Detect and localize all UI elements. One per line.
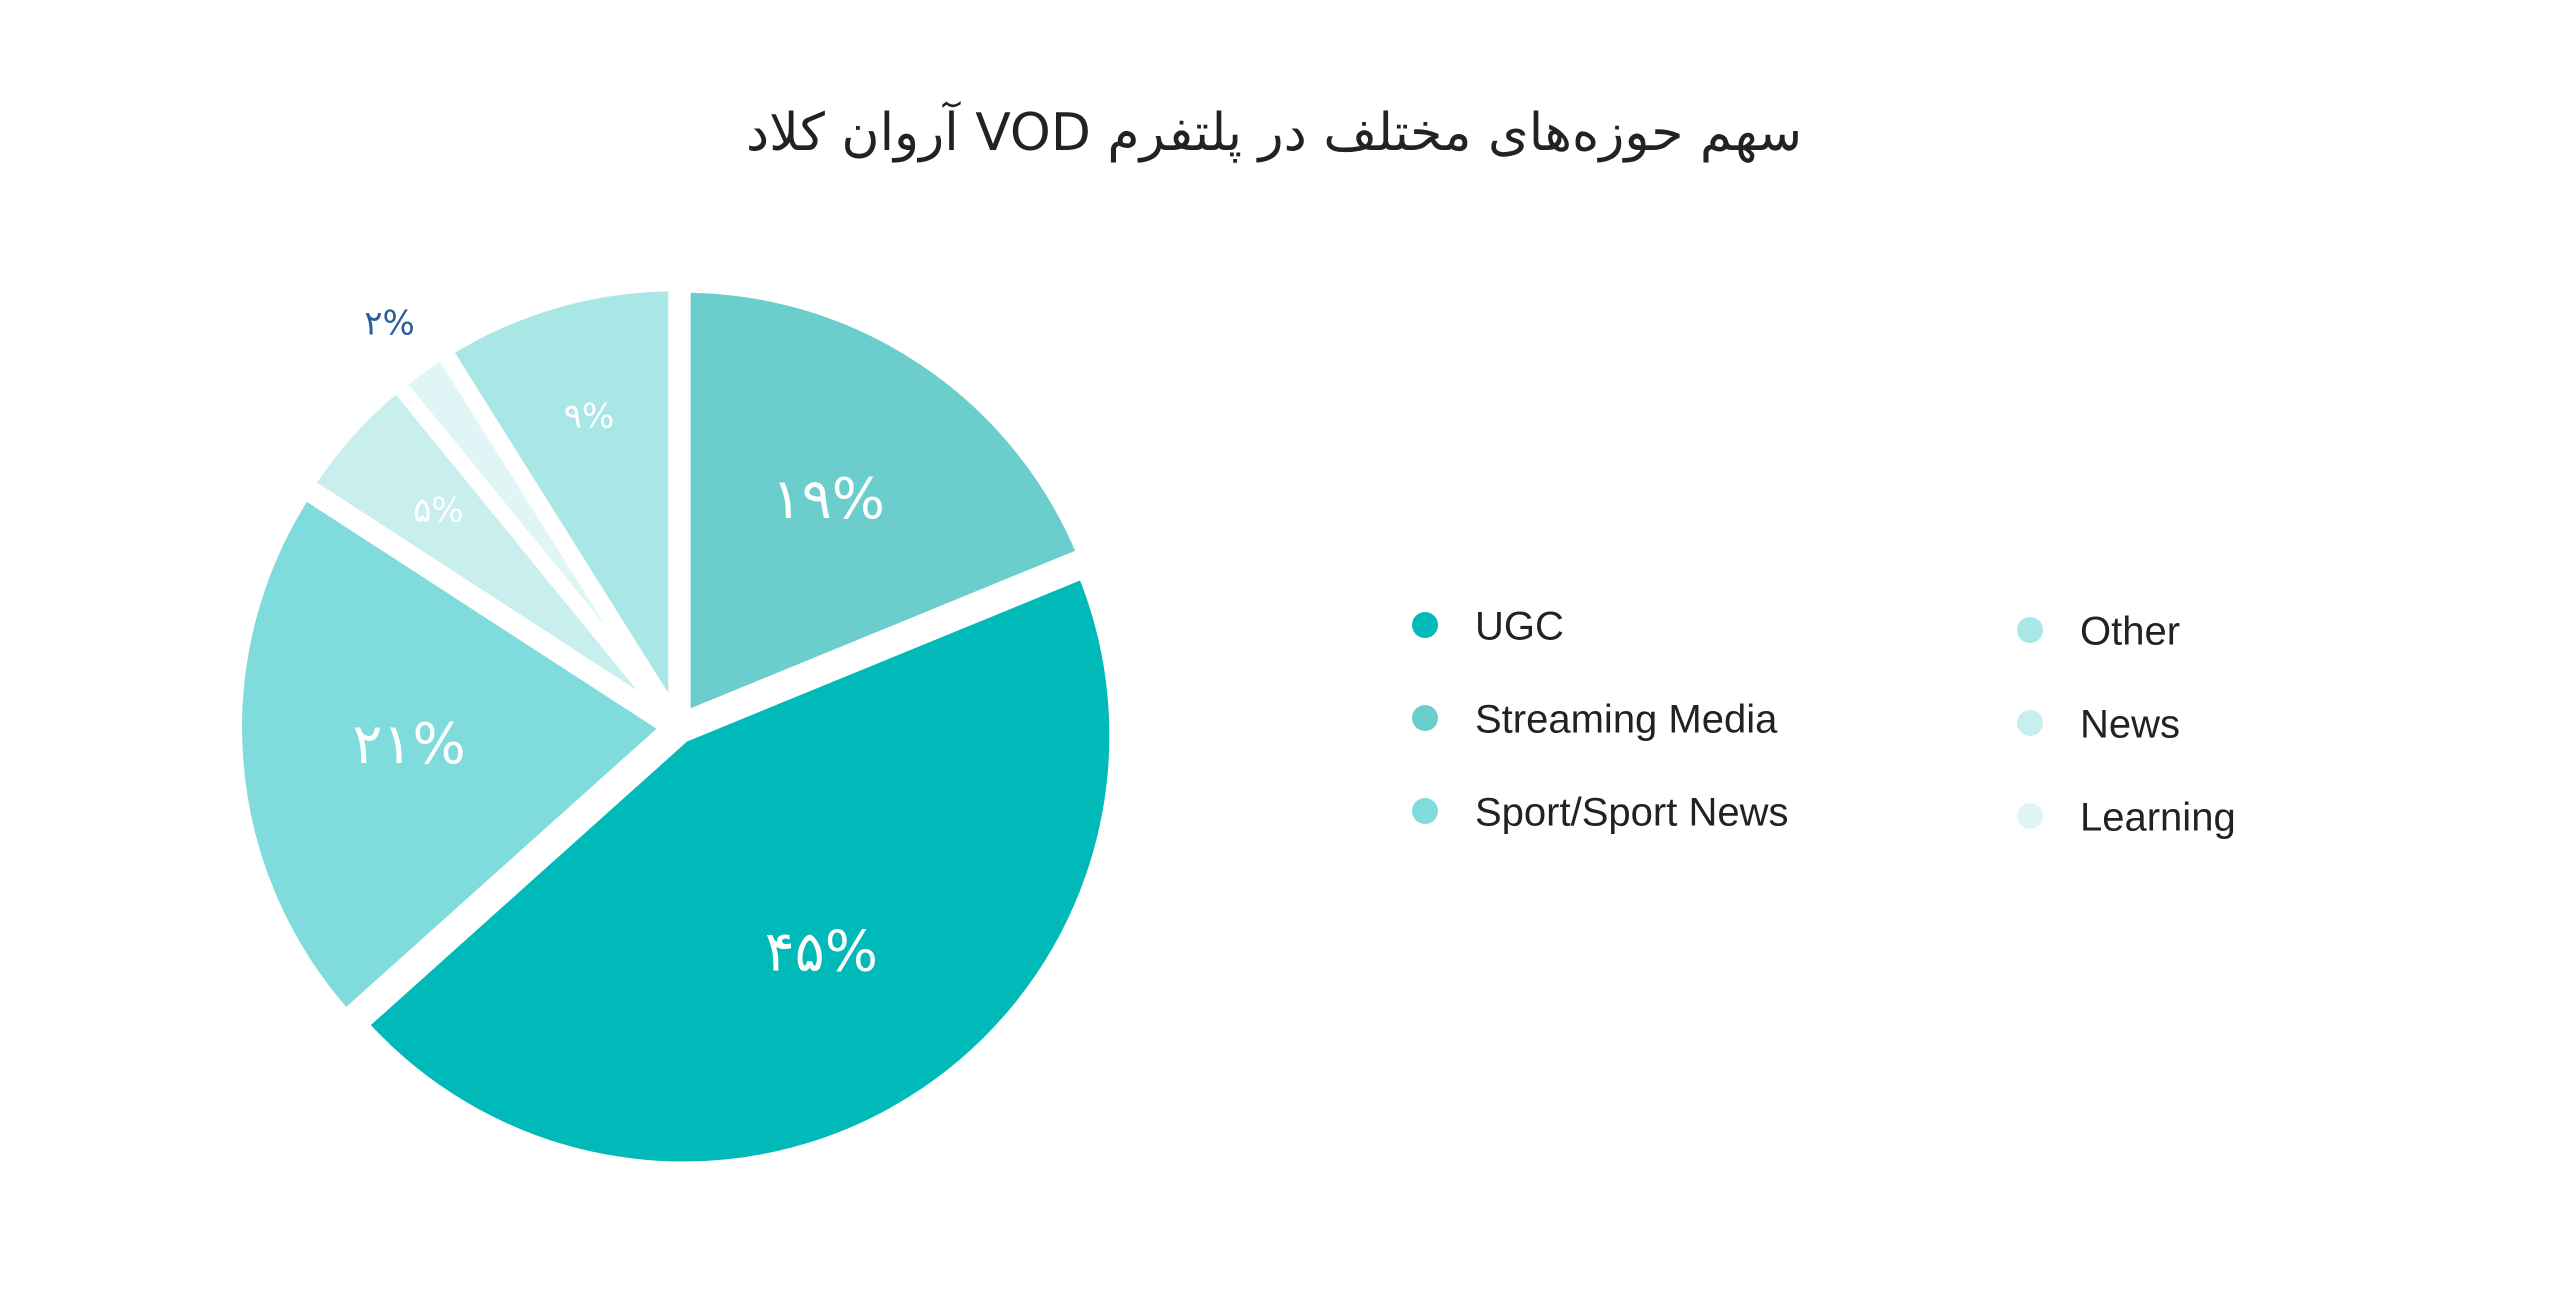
legend-label: UGC <box>1475 605 1564 649</box>
pie-slice <box>438 277 683 725</box>
legend-marker <box>1412 705 1438 731</box>
legend-label: Streaming Media <box>1475 698 1778 742</box>
data-label: ۵% <box>413 491 464 531</box>
legend-label: Learning <box>2080 796 2236 840</box>
legend-label: Other <box>2080 610 2180 654</box>
chart-title: سهم حوزه‌های مختلف در پلتفرم VOD آروان ک… <box>746 100 1802 163</box>
data-label: ۹% <box>564 396 615 436</box>
legend-marker <box>2017 710 2043 736</box>
legend-label: Sport/Sport News <box>1475 791 1788 835</box>
pie-slice <box>676 278 1092 726</box>
legend-marker <box>2017 803 2043 829</box>
legend-marker <box>2017 617 2043 643</box>
pie-slice <box>353 564 1124 1176</box>
pie-slice <box>228 485 676 1024</box>
legend-label: News <box>2080 703 2180 747</box>
data-label: ۲۱% <box>352 712 465 777</box>
legend-marker <box>1412 612 1438 638</box>
data-label: ۴۵% <box>765 920 878 985</box>
data-label: ۲% <box>364 303 415 343</box>
data-label: ۱۹% <box>772 467 885 532</box>
legend-marker <box>1412 798 1438 824</box>
